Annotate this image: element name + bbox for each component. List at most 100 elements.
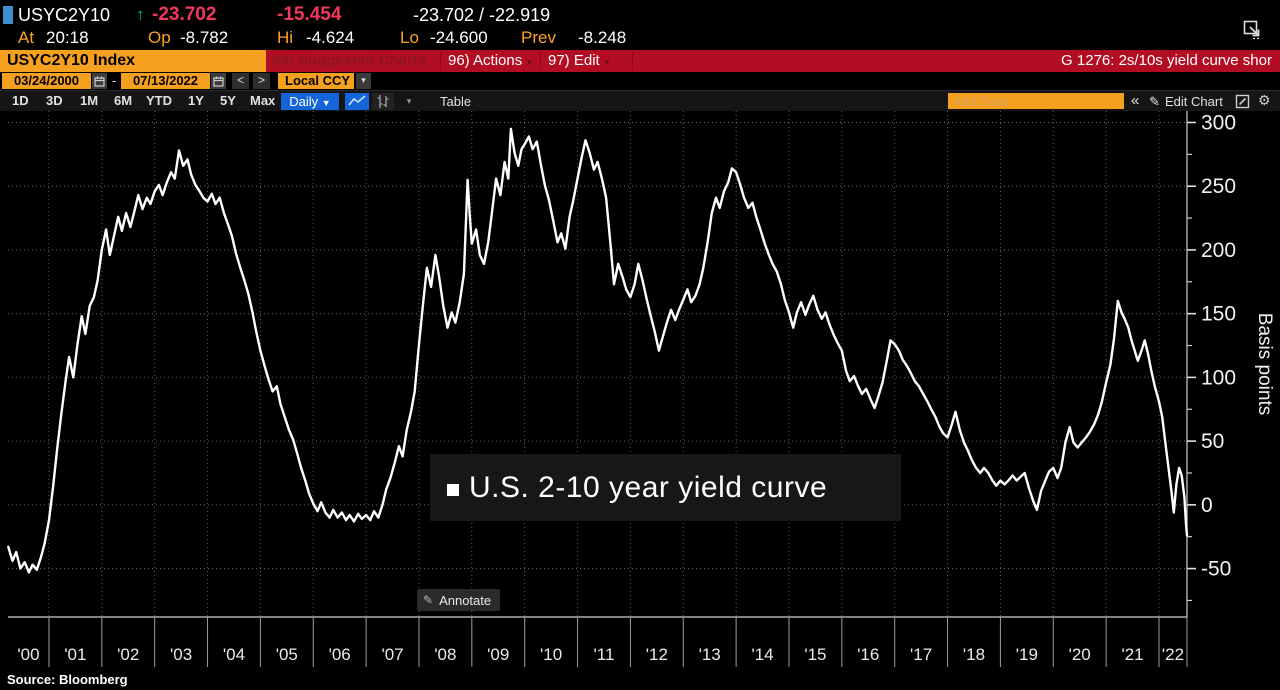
range-button-ytd[interactable]: YTD	[146, 93, 172, 108]
next-period-button[interactable]: >	[253, 73, 270, 89]
x-tick-label: '17	[910, 645, 932, 664]
range-button-3d[interactable]: 3D	[46, 93, 63, 108]
session-stats-bar: At 20:18 Op -8.782 Hi -4.624 Lo -24.600 …	[0, 28, 1280, 50]
x-tick-label: '22	[1162, 645, 1184, 664]
screen-title: G 1276: 2s/10s yield curve shor	[1061, 52, 1272, 69]
date-range-dash: -	[112, 73, 117, 88]
range-button-max[interactable]: Max	[250, 93, 276, 108]
popout-window-icon[interactable]	[1242, 20, 1264, 42]
calendar-icon[interactable]	[92, 73, 107, 89]
menu-separator	[440, 52, 441, 70]
y-tick-label: 150	[1201, 303, 1236, 326]
line-chart-icon	[348, 95, 366, 106]
at-label: At	[18, 28, 35, 47]
series-legend: U.S. 2-10 year yield curve	[430, 454, 901, 521]
menu-bar-red: 94) Suggested Charts 96) Actions ▾ 97) Ed…	[266, 50, 1280, 72]
x-tick-label: '02	[117, 645, 139, 664]
chevron-down-icon[interactable]: ▾	[356, 73, 371, 89]
chevron-down-icon: ▼	[321, 98, 331, 108]
menu-separator	[540, 52, 541, 70]
calendar-icon[interactable]	[211, 73, 226, 89]
x-tick-label: '15	[804, 645, 826, 664]
y-axis-title: Basis points	[1254, 313, 1275, 415]
security-input[interactable]: USYC2Y10 Index	[0, 50, 266, 72]
x-tick-label: '06	[329, 645, 351, 664]
gear-icon[interactable]: ⚙	[1258, 92, 1271, 108]
y-tick-label: 200	[1201, 239, 1236, 262]
x-tick-label: '20	[1069, 645, 1091, 664]
chevron-down-icon: ▾	[604, 57, 610, 67]
low-label: Lo	[400, 28, 419, 47]
y-tick-label: 300	[1201, 111, 1236, 134]
x-tick-label: '03	[170, 645, 192, 664]
chevron-down-icon: ▾	[527, 57, 532, 67]
x-tick-label: '21	[1121, 645, 1143, 664]
y-tick-label: 50	[1201, 430, 1224, 453]
prev-value: -8.248	[578, 28, 627, 47]
menu-item-edit[interactable]: 97) Edit ▾	[548, 52, 610, 69]
range-button-6m[interactable]: 6M	[114, 93, 133, 108]
prev-label: Prev	[521, 28, 556, 47]
table-button[interactable]: Table	[440, 94, 472, 109]
x-tick-label: '08	[434, 645, 456, 664]
candlestick-icon	[377, 95, 389, 108]
x-tick-label: '05	[276, 645, 298, 664]
collapse-panel-button[interactable]: «	[1131, 92, 1140, 109]
edit-note-icon[interactable]	[1235, 94, 1250, 109]
period-select[interactable]: Daily ▼	[281, 93, 339, 110]
at-time: 20:18	[46, 28, 89, 47]
last-value: -23.702	[152, 4, 217, 25]
edit-chart-button[interactable]: Edit Chart	[1165, 94, 1223, 109]
ticker-symbol: USYC2Y10	[18, 5, 111, 25]
menu-separator	[632, 52, 633, 70]
x-tick-label: '11	[594, 645, 615, 664]
legend-marker	[447, 483, 459, 496]
candle-chart-type-button[interactable]	[372, 93, 394, 110]
y-tick-label: 100	[1201, 366, 1236, 389]
date-to-input[interactable]: 07/13/2022	[121, 73, 210, 89]
bid-ask-value: -23.702 / -22.919	[413, 5, 551, 25]
x-tick-label: '14	[751, 645, 773, 664]
chart-toolbar: 1D 3D 1M 6M YTD 1Y 5Y Max Daily ▼ ▾ Table « ✎ E…	[0, 90, 1280, 111]
high-value: -4.624	[306, 28, 355, 47]
x-tick-label: '00	[17, 645, 39, 664]
menu-item-suggested-charts[interactable]: 94) Suggested Charts	[272, 52, 427, 69]
up-arrow-icon: ↑	[136, 5, 145, 24]
low-value: -24.600	[430, 28, 488, 47]
range-button-5y[interactable]: 5Y	[220, 93, 236, 108]
annotate-button[interactable]: ✎ Annotate	[417, 589, 501, 611]
x-tick-label: '07	[381, 645, 403, 664]
prev-period-button[interactable]: <	[232, 73, 249, 89]
x-tick-label: '16	[857, 645, 879, 664]
range-button-1d[interactable]: 1D	[12, 93, 29, 108]
x-tick-label: '04	[223, 645, 245, 664]
y-tick-label: 250	[1201, 175, 1236, 198]
x-tick-label: '19	[1016, 645, 1038, 664]
currency-select[interactable]: Local CCY	[278, 73, 354, 89]
pencil-icon: ✎	[423, 593, 434, 607]
range-button-1y[interactable]: 1Y	[188, 93, 204, 108]
chart-type-dropdown[interactable]: ▾	[406, 96, 412, 106]
line-chart-type-button[interactable]	[345, 93, 369, 110]
date-from-input[interactable]: 03/24/2000	[2, 73, 91, 89]
menu-bar: USYC2Y10 Index 94) Suggested Charts 96) …	[0, 50, 1280, 72]
x-tick-label: '12	[646, 645, 668, 664]
open-value: -8.782	[180, 28, 229, 47]
date-controls: 03/24/2000 - 07/13/2022 < > Local CCY ▾	[0, 72, 1280, 91]
x-tick-label: '13	[699, 645, 721, 664]
x-tick-label: '18	[963, 645, 985, 664]
x-tick-label: '10	[540, 645, 562, 664]
add-data-input[interactable]	[948, 93, 1124, 109]
range-button-1m[interactable]: 1M	[80, 93, 99, 108]
yield-curve-line	[7, 127, 1189, 574]
x-tick-label: '01	[64, 645, 86, 664]
quote-bar: USYC2Y10 ↑ -23.702 -15.454 -23.702 / -22…	[0, 3, 1280, 27]
open-label: Op	[148, 28, 171, 47]
y-tick-label: -50	[1201, 558, 1231, 581]
high-label: Hi	[277, 28, 294, 47]
menu-item-actions[interactable]: 96) Actions ▾	[448, 52, 532, 69]
pencil-icon: ✎	[1149, 94, 1160, 109]
mid-change-value: -15.454	[277, 4, 342, 25]
